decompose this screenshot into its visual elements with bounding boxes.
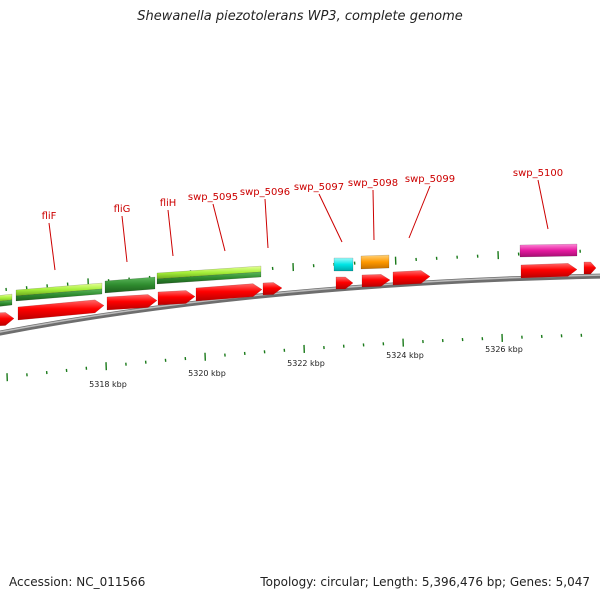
callout-line [121,215,128,263]
cds-arrow [195,283,263,302]
callout-line [408,185,431,239]
gene-label-swp-5096: swp_5096 [240,187,290,198]
inner-tick-marks [6,333,583,382]
callout-line [167,209,174,257]
callout-line [372,189,375,241]
gene-label-swp-5099: swp_5099 [405,174,455,185]
feature-magenta [519,243,578,258]
callout-line [318,193,343,243]
gene-callouts [48,179,549,271]
cds-arrow [262,282,283,296]
feature-dark-green [104,276,156,294]
feature-ring [0,243,578,307]
genome-backbone [0,273,600,336]
gene-label-flig: fliG [114,204,131,215]
cds-arrow [392,270,431,286]
feature-dark-green [0,299,13,307]
cds-arrow [0,312,15,326]
feature-dark-green [15,288,103,302]
gene-label-flih: fliH [160,198,177,209]
cds-arrow [335,276,354,290]
scale-labels: 5318 kbp 5320 kbp 5322 kbp 5324 kbp 5326… [89,345,523,389]
feature-cyan [333,257,354,272]
scale-label-5324: 5324 kbp [386,351,424,360]
cds-ring [0,261,597,326]
feature-orange [360,254,390,270]
scale-label-5322: 5322 kbp [287,359,325,368]
accession-text: Accession: NC_011566 [9,575,146,589]
gene-labels: fliF fliG fliH swp_5095 swp_5096 swp_509… [42,168,564,222]
genome-backbone-highlight [0,274,600,333]
cds-arrow [106,294,158,311]
gene-label-swp-5098: swp_5098 [348,178,398,189]
cds-arrow [520,263,578,279]
scale-label-5320: 5320 kbp [188,369,226,378]
gene-label-swp-5100: swp_5100 [513,168,563,179]
gene-label-swp-5095: swp_5095 [188,192,238,203]
feature-dark-green [156,271,262,285]
cds-arrow [17,299,105,321]
genome-summary-text: Topology: circular; Length: 5,396,476 bp… [260,575,590,589]
callout-line [48,222,56,271]
map-title: Shewanella piezotolerans WP3, complete g… [137,9,463,24]
callout-line [537,179,549,230]
scale-label-5326: 5326 kbp [485,345,523,354]
cds-arrow [361,274,391,288]
cds-arrow [583,261,597,275]
callout-line [212,203,226,252]
scale-label-5318: 5318 kbp [89,380,127,389]
gene-label-flif: fliF [42,211,57,222]
callout-line [264,198,269,249]
cds-arrow [157,290,196,306]
gene-label-swp-5097: swp_5097 [294,182,344,193]
